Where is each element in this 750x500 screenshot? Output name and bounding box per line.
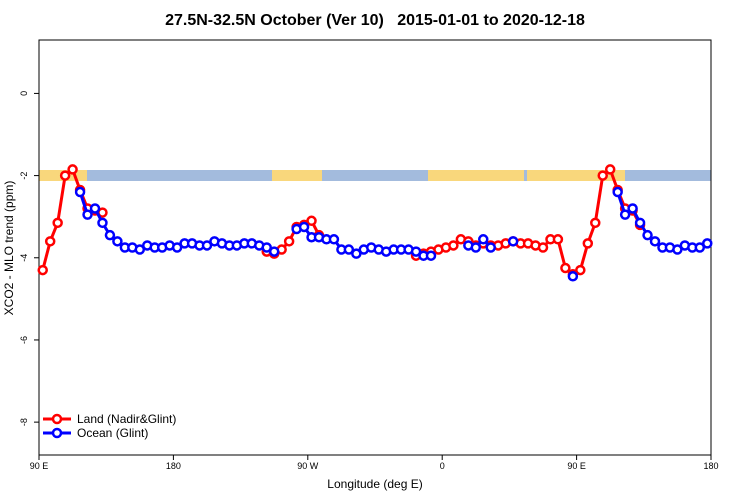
data-point	[448, 240, 459, 251]
data-point	[694, 242, 706, 253]
data-point	[59, 170, 71, 181]
data-point	[627, 203, 638, 214]
data-point	[328, 234, 340, 245]
data-point	[104, 229, 116, 241]
data-point	[306, 215, 317, 227]
y-tick-label: -6	[19, 336, 29, 344]
legend-label: Land (Nadir&Glint)	[77, 412, 176, 426]
data-point	[425, 250, 437, 261]
data-point	[567, 271, 579, 282]
data-point	[582, 238, 594, 249]
legend-label: Ocean (Glint)	[77, 426, 148, 440]
data-point	[351, 248, 362, 259]
x-tick-label: 90 E	[567, 461, 586, 471]
x-axis-label: Longitude (deg E)	[327, 477, 422, 491]
data-point	[268, 246, 280, 257]
data-point	[575, 264, 586, 276]
data-point	[261, 242, 272, 253]
data-point	[604, 164, 616, 175]
data-point	[485, 242, 496, 253]
data-point	[619, 209, 631, 220]
data-point	[283, 236, 295, 247]
data-point	[702, 238, 713, 249]
y-tick-label: 0	[19, 91, 29, 96]
data-point	[97, 217, 108, 229]
legend-marker	[51, 427, 63, 439]
data-point	[82, 209, 93, 220]
data-point	[410, 246, 422, 257]
plot-frame	[38, 39, 712, 456]
data-point	[112, 236, 123, 247]
data-point	[52, 217, 63, 229]
data-point	[134, 244, 146, 255]
data-point	[298, 221, 310, 233]
data-point	[590, 217, 601, 229]
data-point	[89, 203, 101, 214]
data-point	[560, 262, 571, 274]
data-point	[537, 242, 549, 253]
y-axis-label: XCO2 - MLO trend (ppm)	[2, 181, 16, 316]
y-tick-label: -4	[19, 254, 29, 262]
data-point	[612, 186, 623, 198]
data-point	[74, 186, 86, 198]
data-point	[649, 236, 661, 247]
data-point	[343, 244, 355, 255]
data-point	[642, 229, 653, 241]
y-tick-label: -2	[19, 172, 29, 180]
x-tick-label: 180	[703, 461, 718, 471]
data-point	[634, 217, 646, 229]
data-point	[597, 170, 608, 181]
data-point	[552, 234, 564, 245]
chart-title: 27.5N-32.5N October (Ver 10) 2015-01-01 …	[165, 12, 585, 29]
data-point	[672, 244, 683, 255]
data-point	[507, 236, 519, 247]
data-point	[201, 240, 213, 251]
data-point	[67, 164, 78, 175]
data-point	[478, 234, 489, 245]
data-point	[470, 242, 482, 253]
x-tick-label: 90 E	[30, 461, 49, 471]
x-tick-label: 0	[440, 461, 445, 471]
legend-marker	[51, 413, 63, 425]
x-tick-label: 180	[166, 461, 181, 471]
data-point	[171, 242, 183, 253]
data-point	[37, 264, 48, 276]
data-point	[44, 236, 56, 247]
x-tick-label: 90 W	[297, 461, 319, 471]
y-tick-label: -8	[19, 418, 29, 426]
